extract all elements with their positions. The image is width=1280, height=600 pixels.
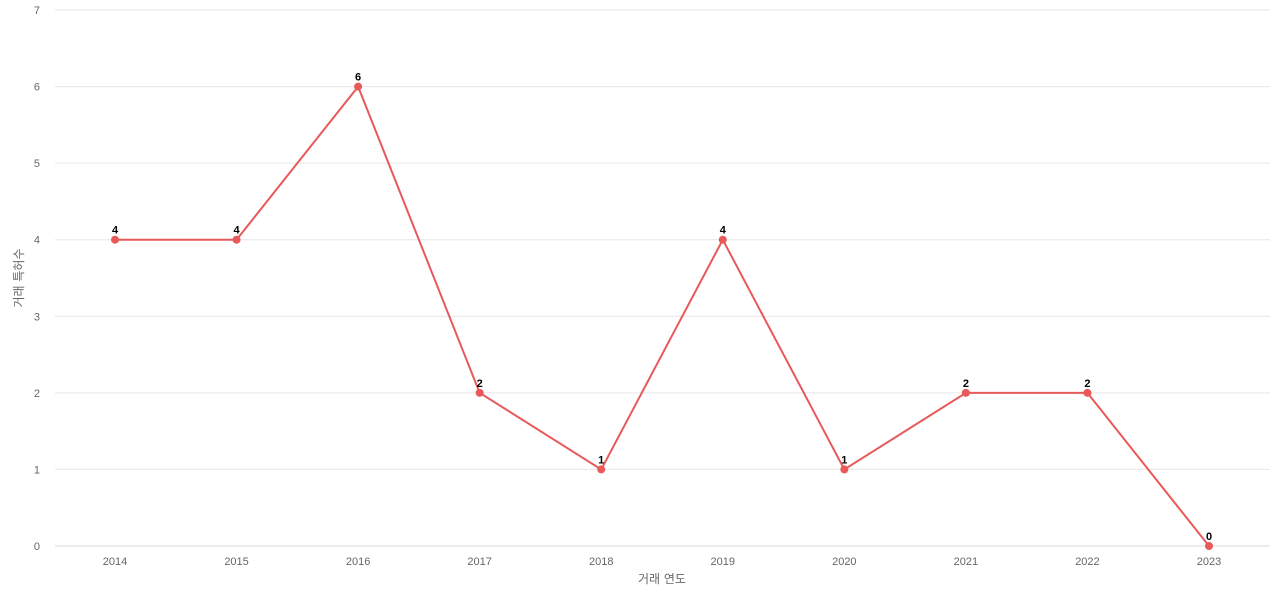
data-point [1205,542,1213,550]
x-tick-label: 2018 [589,556,613,568]
data-point [1083,388,1092,397]
x-tick-label: 2019 [711,556,735,568]
data-label: 1 [841,454,847,466]
series-layer [111,82,1213,550]
data-point [718,235,727,244]
series-line [115,84,1210,547]
y-tick-label: 7 [34,5,40,17]
y-axis-title: 거래 특허수 [12,248,26,307]
data-label: 2 [963,378,969,390]
x-tick-label: 2022 [1075,556,1099,568]
data-label: 2 [477,378,483,390]
x-tick-label: 2016 [346,556,370,568]
y-tick-label: 6 [34,82,40,94]
data-point [354,82,363,91]
gridlines [55,9,1270,547]
data-label: 4 [233,225,240,237]
y-tick-label: 4 [34,235,40,247]
y-tick-label: 5 [34,158,40,170]
data-point [111,235,119,244]
data-label: 4 [720,225,727,237]
x-tick-label: 2021 [954,556,978,568]
y-axis-ticks: 0 1 2 3 4 5 6 7 [34,5,40,553]
y-tick-label: 0 [34,541,40,553]
y-tick-label: 2 [34,388,40,400]
x-axis-ticks: 2014 2015 2016 2017 2018 2019 2020 2021 2022 2023 [103,556,1221,568]
data-point [961,388,970,397]
data-point [232,235,241,244]
x-tick-label: 2017 [467,556,491,568]
data-label: 1 [598,454,604,466]
x-axis-title: 거래 연도 [638,572,686,586]
x-tick-label: 2023 [1197,556,1221,568]
y-tick-label: 1 [34,464,40,476]
data-label: 0 [1206,531,1212,543]
x-tick-label: 2014 [103,556,127,568]
data-point [597,465,606,474]
x-tick-label: 2015 [224,556,248,568]
data-labels: 4 4 6 2 1 4 1 2 2 0 [112,72,1212,543]
data-point [475,388,484,397]
data-label: 4 [112,225,119,237]
x-tick-label: 2020 [832,556,856,568]
y-tick-label: 3 [34,311,40,323]
data-point [840,465,849,474]
data-label: 2 [1084,378,1090,390]
data-label: 6 [355,72,361,84]
